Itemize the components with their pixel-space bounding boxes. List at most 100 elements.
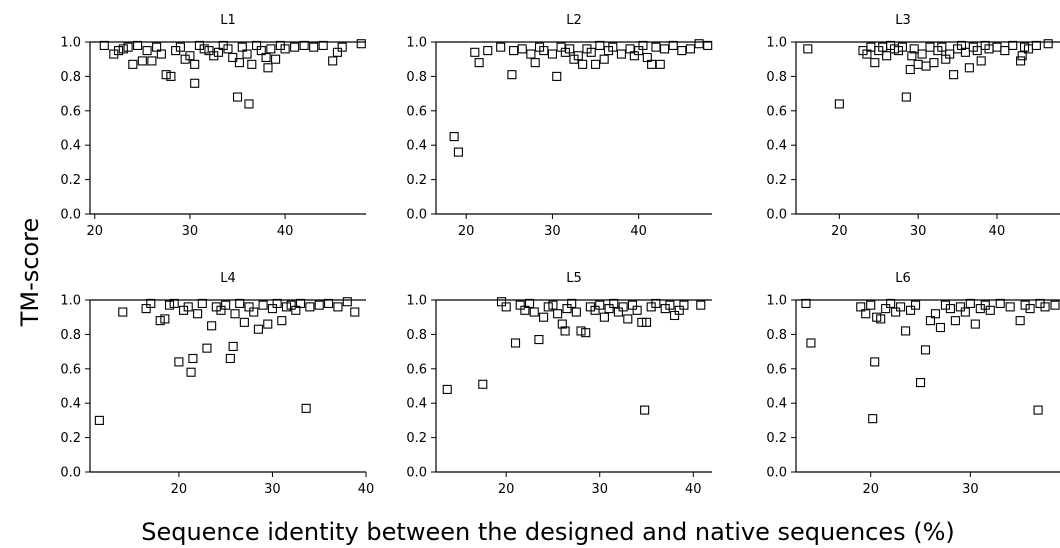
data-point (1015, 316, 1025, 326)
data-point (703, 40, 713, 50)
data-point (180, 54, 190, 64)
data-point (573, 51, 583, 61)
data-point (856, 302, 866, 312)
panel-l5: L5 0.0 0.2 0.4 0.6 0.8 1.0 20 30 40 (406, 271, 712, 497)
y-tick-label: 0.4 (406, 397, 427, 412)
data-point (442, 384, 452, 394)
data-point (305, 302, 315, 312)
data-point (907, 51, 917, 61)
data-point (188, 353, 198, 364)
x-tick-label: 20 (862, 482, 879, 497)
data-point (202, 343, 212, 353)
data-point (453, 147, 463, 157)
data-point (171, 46, 181, 56)
data-point (166, 71, 176, 81)
x-tick-label: 20 (458, 224, 475, 239)
data-point (237, 42, 247, 52)
data-point (965, 298, 975, 308)
data-point (223, 44, 233, 54)
y-tick-label: 0.2 (60, 173, 81, 188)
x-axis-label: Sequence identity between the designed a… (141, 518, 955, 546)
data-point (627, 300, 638, 310)
data-point (940, 300, 950, 310)
data-point (1031, 40, 1041, 50)
data-point (696, 300, 706, 310)
data-point (185, 51, 195, 61)
data-point (565, 44, 575, 54)
data-point (228, 52, 238, 63)
data-point (960, 47, 970, 57)
data-point (179, 305, 189, 315)
y-tick-label: 0.4 (766, 139, 787, 154)
data-point (147, 56, 157, 66)
data-point (891, 307, 901, 317)
data-point (211, 302, 221, 312)
data-point (216, 305, 226, 315)
data-point (94, 415, 104, 425)
x-tick-label: 30 (264, 482, 281, 497)
data-point (249, 307, 259, 317)
panel-title: L6 (895, 271, 911, 286)
data-point (897, 42, 907, 52)
data-point (286, 300, 296, 310)
data-point (281, 302, 292, 312)
data-point (985, 305, 995, 315)
data-point (632, 305, 642, 315)
data-point (244, 302, 254, 312)
data-point (193, 309, 203, 319)
data-point (896, 302, 906, 312)
data-point (917, 49, 927, 59)
data-point (324, 298, 334, 308)
data-point (995, 298, 1005, 308)
data-point (970, 319, 980, 329)
y-axis-label: TM-score (16, 218, 44, 328)
y-tick-label: 1.0 (60, 294, 81, 309)
data-point (332, 47, 342, 57)
data-point (197, 298, 207, 308)
data-point (599, 312, 609, 322)
data-point (670, 310, 680, 321)
y-tick-label: 0.4 (406, 139, 427, 154)
data-point (674, 305, 684, 315)
x-tick-label: 20 (171, 482, 188, 497)
data-point (318, 40, 328, 50)
data-point (557, 319, 567, 329)
data-point (118, 44, 128, 54)
y-tick-label: 0.8 (406, 328, 427, 343)
data-point (980, 300, 990, 310)
data-point (935, 322, 946, 333)
data-point (901, 92, 911, 102)
y-tick-label: 0.8 (766, 328, 787, 343)
data-point (290, 42, 300, 52)
data-point (301, 403, 311, 413)
panel-l1: L1 0.0 0.2 0.4 0.6 0.8 1.0 20 30 40 (60, 13, 366, 239)
data-point (1043, 39, 1053, 49)
data-point (613, 307, 623, 317)
data-point (803, 44, 813, 54)
data-point (637, 317, 647, 327)
data-point (640, 405, 650, 415)
y-tick-label: 0.2 (406, 173, 427, 188)
data-point (155, 316, 165, 326)
x-tick-label: 40 (358, 482, 375, 497)
data-point (256, 46, 266, 56)
x-tick-label: 40 (989, 224, 1006, 239)
data-point (534, 335, 544, 345)
y-tick-label: 0.8 (60, 328, 81, 343)
data-point (239, 317, 249, 327)
data-point (133, 40, 143, 50)
data-point (1020, 300, 1030, 310)
data-point (655, 59, 665, 69)
data-point (291, 305, 301, 315)
y-tick-label: 1.0 (60, 36, 81, 51)
data-point (913, 59, 923, 69)
data-point (616, 49, 626, 59)
y-tick-label: 0.0 (766, 208, 787, 223)
data-point (547, 49, 557, 59)
data-point (526, 49, 536, 59)
y-tick-label: 0.6 (766, 104, 787, 119)
data-point (252, 40, 262, 50)
data-point (109, 49, 119, 59)
y-tick-label: 0.4 (60, 397, 81, 412)
data-point (618, 302, 628, 312)
